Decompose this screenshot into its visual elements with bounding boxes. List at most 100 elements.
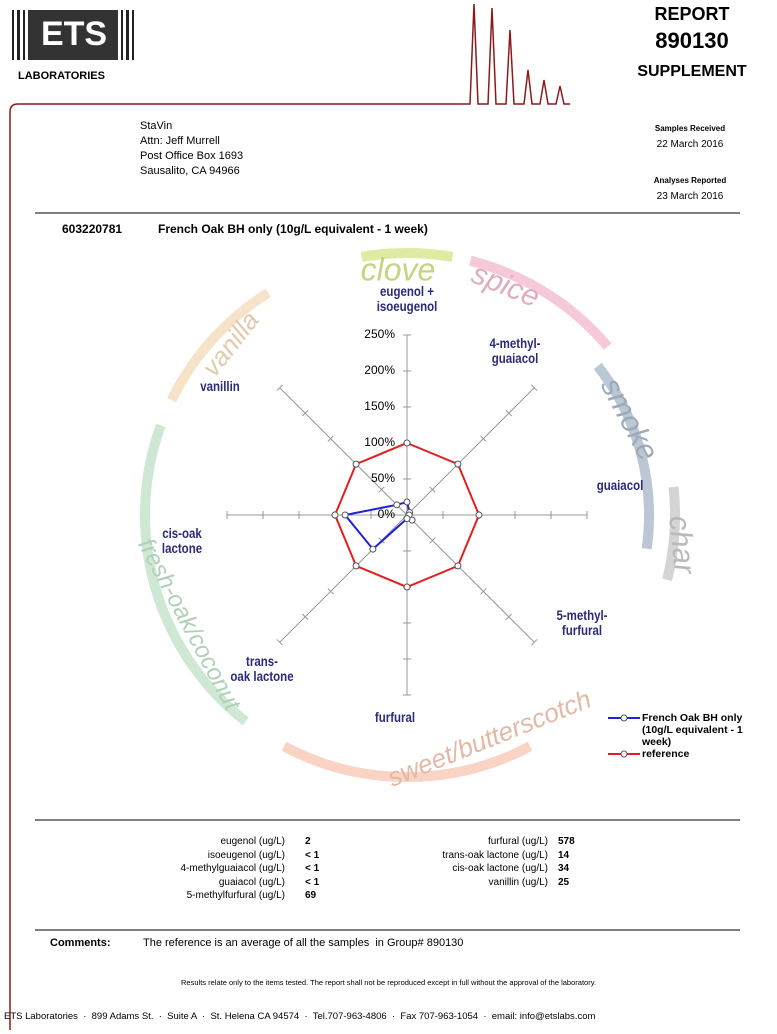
flavor-label: char [662, 514, 701, 576]
flavor-arc [469, 255, 612, 350]
point [341, 511, 349, 519]
footer: ETS Laboratories · 899 Adams St. · Suite… [4, 1011, 596, 1022]
tick-mark [480, 588, 487, 595]
result-label: isoeugenol (ug/L) [207, 849, 285, 861]
tick-mark [327, 435, 334, 442]
flavor-label: clove [361, 251, 436, 287]
y-tick-label: 150% [364, 399, 395, 413]
category-label: 5-methyl- furfural [556, 607, 608, 638]
tick-mark [480, 435, 487, 442]
legend-label: reference [642, 748, 690, 760]
y-tick-label: 200% [364, 363, 395, 377]
category-label: eugenol + isoeugenol [376, 283, 438, 314]
point [403, 515, 411, 523]
frame [9, 3, 570, 1030]
y-tick-label: 0% [378, 507, 396, 521]
point [454, 562, 462, 570]
result-label: vanillin (ug/L) [488, 876, 548, 888]
flavor-arc [593, 362, 654, 550]
result-label: cis-oak lactone (ug/L) [452, 863, 548, 874]
received-date: 22 March 2016 [656, 139, 724, 150]
tick-mark [429, 537, 436, 544]
category-label: furfural [374, 709, 416, 725]
report-label: REPORT [654, 4, 730, 24]
tick-mark [327, 588, 334, 595]
category-label: cis-oak lactone [161, 525, 203, 556]
flavor-label: smoke [594, 373, 665, 467]
axis [279, 387, 408, 516]
client-line: StaVin [140, 120, 173, 132]
flavor-arc [281, 741, 533, 782]
tick-mark [505, 613, 513, 621]
category-label: vanillin [200, 378, 240, 394]
comments-text: The reference is an average of all the s… [143, 937, 464, 949]
reported-date: 23 March 2016 [656, 191, 724, 202]
axis [279, 514, 408, 643]
tick-mark [301, 409, 309, 417]
point [403, 583, 411, 591]
legend-label: French Oak BH only (10g/L equivalent - 1… [642, 712, 743, 748]
sample-description: French Oak BH only (10g/L equivalent - 1… [158, 222, 428, 236]
series-line [343, 500, 415, 551]
legend-marker [620, 714, 628, 722]
result-label: trans-oak lactone (ug/L) [442, 849, 548, 861]
y-tick-label: 100% [364, 435, 395, 449]
flavor-label: spice [467, 257, 544, 314]
client-line: Sausalito, CA 94966 [140, 165, 240, 177]
category-label: 4-methyl- guaiacol [489, 335, 541, 366]
sample-id: 603220781 [62, 222, 123, 236]
axis [406, 387, 535, 516]
y-tick-label: 250% [364, 327, 395, 341]
tick-mark [276, 384, 283, 391]
tick-mark [429, 486, 436, 493]
point [352, 562, 360, 570]
flavor-arc [167, 288, 271, 403]
reported-label: Analyses Reported [653, 176, 727, 185]
category-label: trans- oak lactone [230, 653, 294, 684]
axis [406, 514, 535, 643]
point [403, 439, 411, 447]
result-label: guaiacol (ug/L) [218, 876, 285, 888]
result-label: 4-methylguaiacol (ug/L) [180, 863, 286, 874]
result-value: 14 [558, 849, 570, 861]
tick-mark [531, 639, 538, 646]
result-value: 69 [305, 890, 317, 901]
result-value: 2 [305, 836, 311, 847]
logo: ETS [12, 10, 134, 60]
tick-mark [531, 384, 538, 391]
result-value: < 1 [305, 863, 320, 874]
lab-label: LABORATORIES [18, 70, 105, 82]
flavor-label: sweet/butterscotch [383, 684, 595, 793]
comments-label: Comments: [50, 937, 111, 949]
point [475, 511, 483, 519]
tick-mark [378, 486, 385, 493]
result-value: < 1 [305, 876, 320, 888]
y-tick-label: 50% [371, 471, 395, 485]
point [352, 460, 360, 468]
point [369, 545, 377, 553]
point [454, 460, 462, 468]
tick-mark [505, 409, 513, 417]
category-label: guaiacol [596, 477, 644, 493]
result-value: 578 [558, 836, 575, 847]
point [403, 498, 411, 506]
point [331, 511, 339, 519]
point [393, 501, 401, 509]
tick-mark [301, 613, 309, 621]
client-line: Attn: Jeff Murrell [140, 135, 220, 147]
tick-mark [276, 639, 283, 646]
svg-text:ETS: ETS [41, 15, 107, 53]
disclaimer: Results relate only to the items tested.… [181, 978, 596, 987]
result-value: 25 [558, 876, 570, 888]
supplement: SUPPLEMENT [637, 63, 747, 80]
result-label: 5-methylfurfural (ug/L) [186, 890, 285, 901]
client-line: Post Office Box 1693 [140, 150, 244, 162]
flavor-arc [140, 423, 249, 726]
flavor-arc [360, 248, 454, 262]
result-value: < 1 [305, 849, 320, 861]
report-number: 890130 [655, 28, 729, 53]
result-label: eugenol (ug/L) [220, 836, 286, 847]
legend-marker [620, 750, 628, 758]
